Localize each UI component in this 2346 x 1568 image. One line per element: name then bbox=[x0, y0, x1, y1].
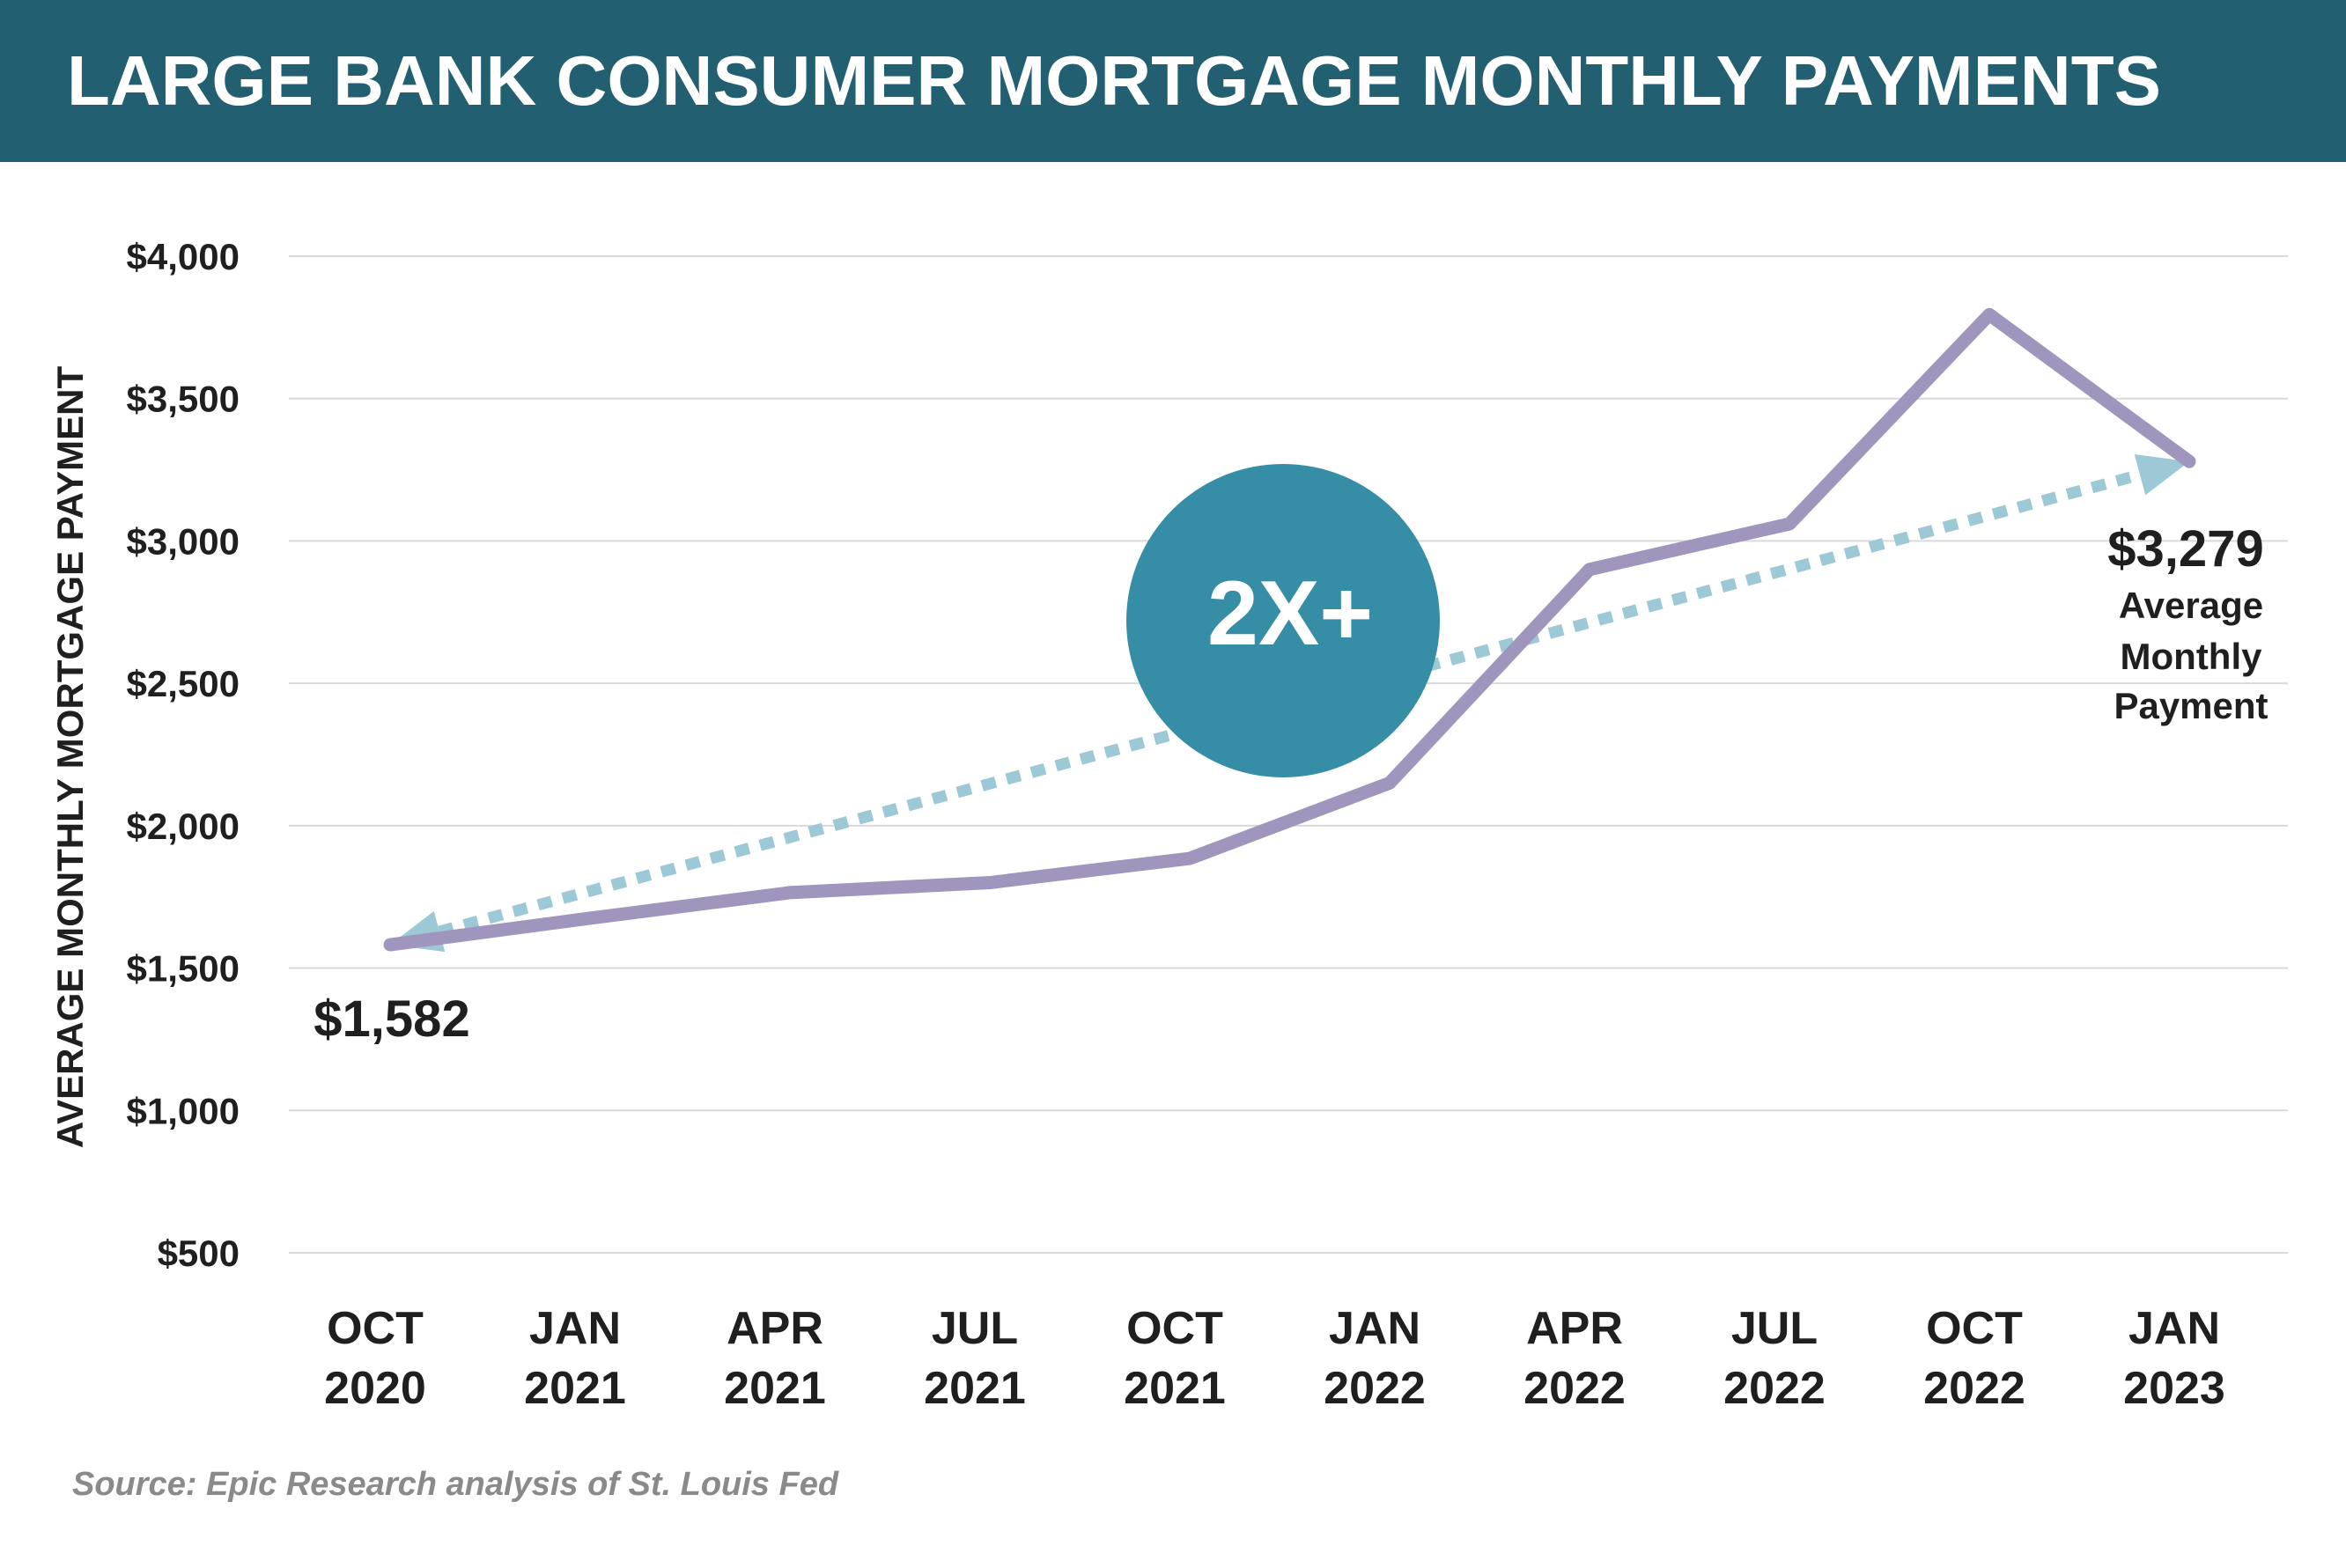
data-point bbox=[1589, 568, 1590, 571]
x-tick-label-year: 2020 bbox=[324, 1363, 426, 1414]
x-tick-label-month: OCT bbox=[1926, 1303, 2023, 1354]
y-tick-label: $1,500 bbox=[127, 948, 240, 990]
chart-title: LARGE BANK CONSUMER MORTGAGE MONTHLY PAY… bbox=[67, 41, 2161, 120]
end-caption-line-2: Monthly bbox=[2121, 636, 2263, 677]
x-tick-label-month: APR bbox=[1526, 1303, 1623, 1354]
x-tick-label-month: APR bbox=[727, 1303, 823, 1354]
x-tick-label-month: JUL bbox=[932, 1303, 1018, 1354]
x-tick-label-year: 2021 bbox=[1124, 1363, 1226, 1414]
badge-label: 2X+ bbox=[1207, 563, 1373, 665]
badge-circle bbox=[1126, 464, 1440, 777]
x-tick-label-month: JAN bbox=[1329, 1303, 1420, 1354]
x-tick-label-month: JAN bbox=[2128, 1303, 2220, 1354]
x-tick-label-year: 2022 bbox=[1923, 1363, 2025, 1414]
x-tick-label-year: 2021 bbox=[524, 1363, 626, 1414]
end-value-label: $3,279 bbox=[2107, 520, 2263, 578]
trend-arrowhead-end bbox=[2134, 454, 2189, 496]
end-caption-line-3: Payment bbox=[2114, 685, 2268, 726]
x-tick-label-year: 2022 bbox=[1723, 1363, 1826, 1414]
y-tick-label: $2,500 bbox=[127, 663, 240, 704]
x-tick-label-year: 2022 bbox=[1523, 1363, 1626, 1414]
y-tick-label: $1,000 bbox=[127, 1090, 240, 1131]
x-tick-label-year: 2021 bbox=[724, 1363, 826, 1414]
data-point bbox=[589, 917, 591, 919]
data-point bbox=[1789, 523, 1790, 526]
series-line bbox=[383, 307, 2196, 952]
end-caption-line-1: Average bbox=[2119, 585, 2263, 626]
start-value-label: $1,582 bbox=[314, 990, 469, 1048]
y-tick-label: $3,000 bbox=[127, 520, 240, 562]
y-tick-label: $500 bbox=[158, 1233, 240, 1274]
title-banner: LARGE BANK CONSUMER MORTGAGE MONTHLY PAY… bbox=[0, 0, 2346, 162]
data-point bbox=[1189, 858, 1191, 860]
data-point bbox=[1389, 782, 1391, 784]
source-note: Source: Epic Research analysis of St. Lo… bbox=[72, 1466, 839, 1503]
gridlines bbox=[289, 255, 2288, 1254]
x-tick-label-year: 2023 bbox=[2123, 1363, 2225, 1414]
y-tick-label: $3,500 bbox=[127, 379, 240, 420]
y-axis-label: AVERAGE MONTHLY MORTGAGE PAYMENT bbox=[49, 366, 91, 1149]
data-point bbox=[389, 944, 391, 946]
x-tick-label-year: 2022 bbox=[1324, 1363, 1426, 1414]
y-axis-ticks: $500 $1,000 $1,500 $2,000 $2,500 $3,000 $3,500… bbox=[127, 236, 240, 1274]
x-tick-label-month: OCT bbox=[1126, 1303, 1223, 1354]
data-point bbox=[989, 881, 991, 884]
data-point bbox=[789, 891, 791, 894]
x-tick-label-month: JUL bbox=[1731, 1303, 1818, 1354]
data-point bbox=[1988, 313, 1990, 316]
data-point bbox=[2188, 460, 2190, 463]
growth-badge: 2X+ bbox=[1126, 464, 1440, 777]
x-tick-label-year: 2021 bbox=[924, 1363, 1026, 1414]
x-tick-label-month: OCT bbox=[327, 1303, 424, 1354]
y-tick-label: $2,000 bbox=[127, 806, 240, 847]
x-tick-label-month: JAN bbox=[529, 1303, 621, 1354]
y-tick-label: $4,000 bbox=[127, 236, 240, 277]
x-axis-ticks: OCT 2020 JAN 2021 APR 2021 JUL 2021 OCT 2021 JAN 20… bbox=[324, 1303, 2225, 1414]
series-line-group bbox=[383, 307, 2196, 952]
